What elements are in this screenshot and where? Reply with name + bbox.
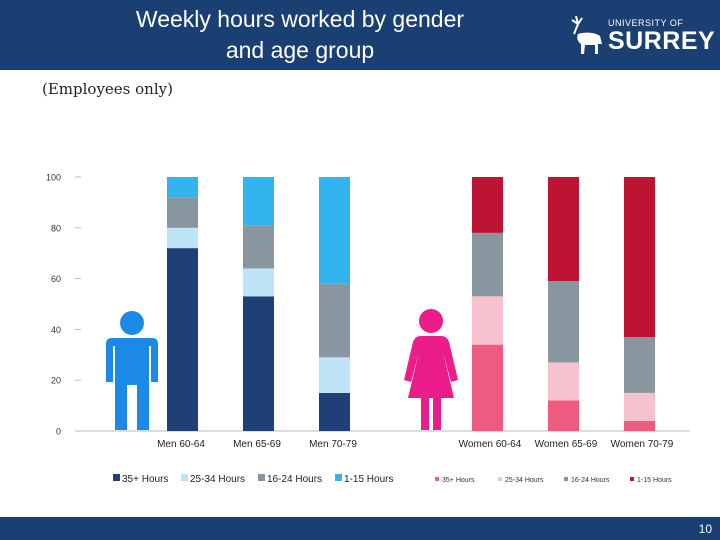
legend-label-women: 25-34 Hours [505,477,544,484]
y-tick-label: 60 [51,274,61,284]
x-tick-label: Women 65-69 [535,439,598,450]
bar-segment [624,337,655,393]
bar-segment [243,296,274,431]
bar-segment [319,177,350,284]
logo-text-bottom: SURREY [608,27,716,55]
legend-swatch [498,477,502,481]
x-tick-label: Men 70-79 [309,439,357,450]
legend-label-men: 35+ Hours [122,474,168,485]
y-tick-label: 20 [51,376,61,386]
stag-icon [571,15,602,54]
slide-title: Weekly hours worked by gender and age gr… [60,4,540,66]
bar-segment [472,177,503,233]
y-tick-label: 40 [51,325,61,335]
legend-label-men: 16-24 Hours [267,474,322,485]
bar-segment [319,392,350,431]
legend-label-women: 1-15 Hours [637,477,672,484]
bar-segment [243,225,274,269]
bar-segment [548,362,579,401]
bar-segment [624,392,655,421]
bar-segment [243,268,274,297]
page-number: 10 [698,522,712,536]
slide-header: Weekly hours worked by gender and age gr… [0,0,720,70]
bar-segment [548,281,579,363]
y-tick-label: 80 [51,223,61,233]
y-tick-label: 0 [56,427,61,437]
bar-segment [548,400,579,431]
logo-text-top: UNIVERSITY OF [608,18,684,28]
legend-swatch [564,477,568,481]
bar-segment [167,248,198,431]
legend-swatch [258,474,265,481]
female-figure-icon [404,309,458,430]
male-figure-icon [106,311,158,430]
legend-label-women: 35+ Hours [442,477,475,484]
bar-segment [472,296,503,345]
title-line-1: Weekly hours worked by gender [135,6,465,32]
legend-label-men: 25-34 Hours [190,474,245,485]
bar-segment [472,232,503,297]
x-tick-label: Men 60-64 [157,439,205,450]
legend-swatch [113,474,120,481]
x-tick-label: Women 60-64 [459,439,522,450]
bar-segment [167,227,198,249]
x-tick-label: Men 65-69 [233,439,281,450]
legend-label-women: 16-24 Hours [571,477,610,484]
bar-segment [548,177,579,282]
bar-segment [243,177,274,226]
university-logo: UNIVERSITY OF SURREY [568,14,715,60]
legend-swatch [335,474,342,481]
slide-footer: 10 [0,517,720,540]
slide-subtitle: (Employees only) [42,80,173,98]
legend-swatch [630,477,634,481]
legend-swatch [435,477,439,481]
bar-segment [624,420,655,431]
legend-swatch [181,474,188,481]
bar-segment [319,283,350,358]
bar-segment [167,177,198,198]
bar-segment [319,357,350,393]
bar-segment [167,197,198,228]
x-tick-label: Women 70-79 [611,439,674,450]
legend-label-men: 1-15 Hours [344,474,393,485]
bar-segment [624,177,655,338]
title-line-2: and age group [225,37,375,63]
stacked-bar-chart: 0 20 40 60 80 100 Men 60-64 Men 65-69 Men 70-79… [46,173,690,485]
y-tick-label: 100 [46,173,61,183]
bar-segment [472,344,503,431]
